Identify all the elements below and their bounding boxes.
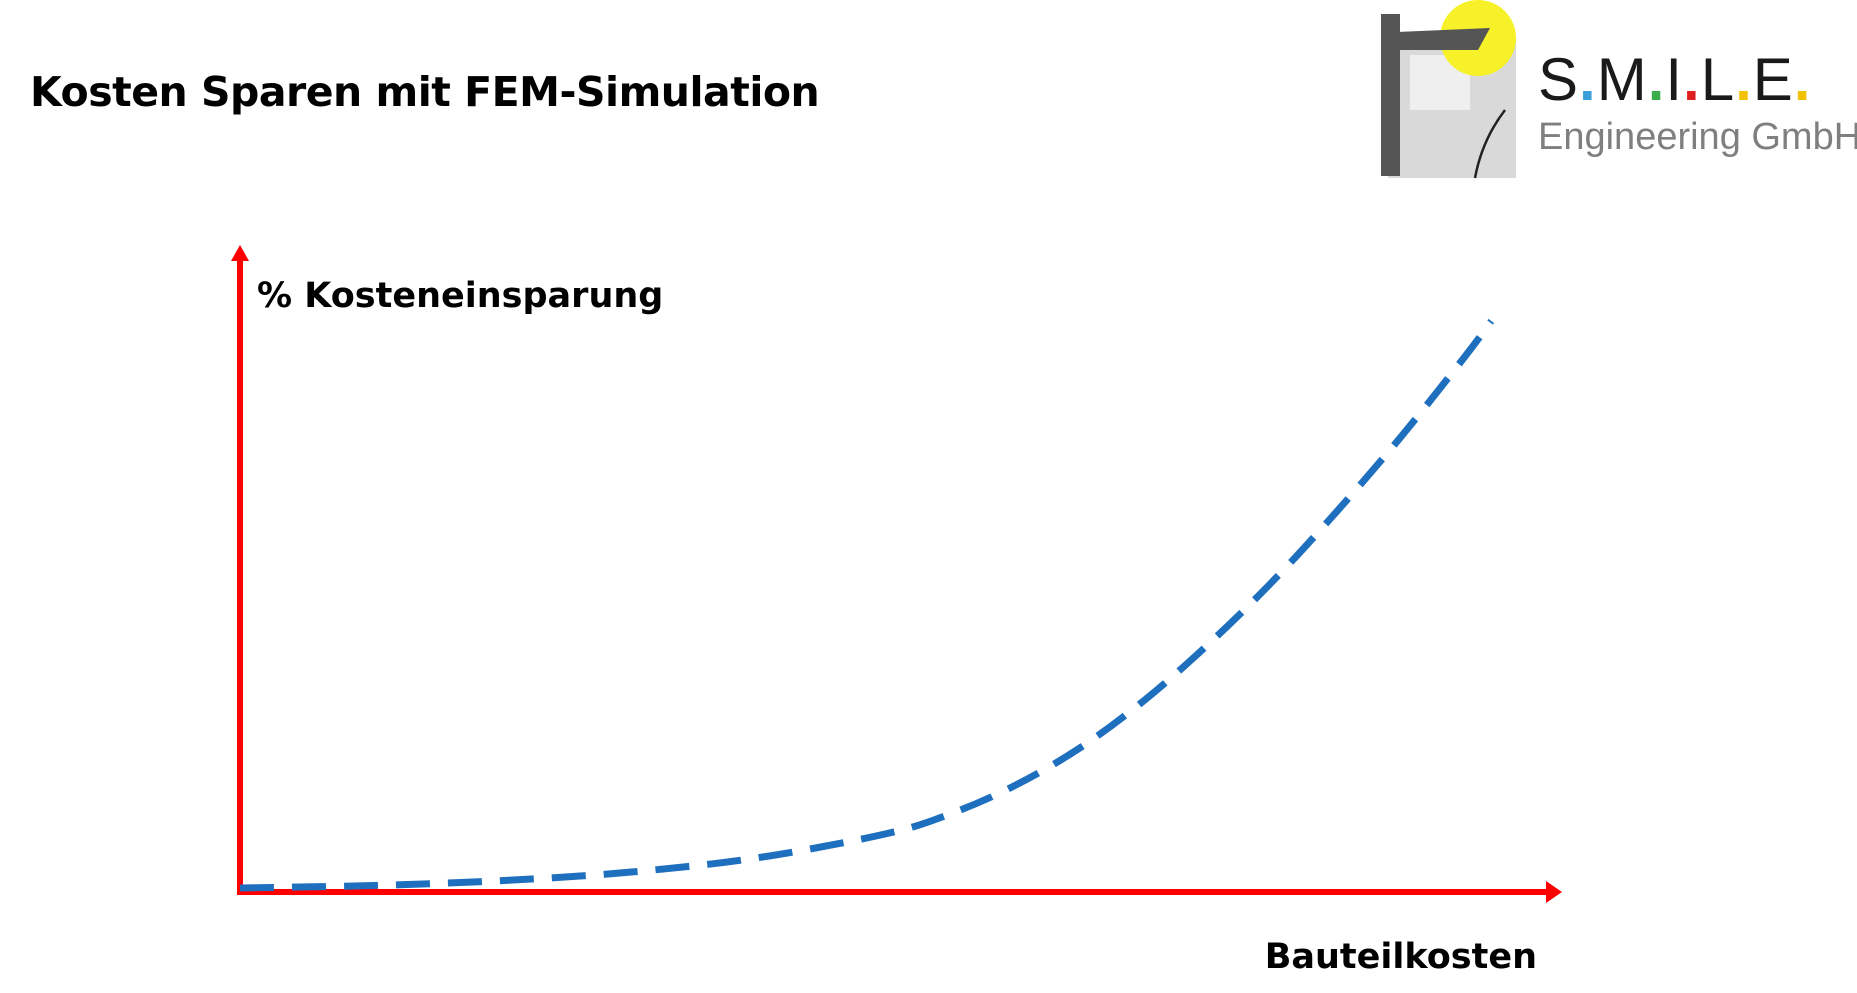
series-line-0 [239,318,1495,892]
axes-layer [231,245,1562,903]
logo-subtitle: Engineering GmbH [1538,116,1857,158]
logo-text: S.M.I.L.E. Engineering GmbH [1538,50,1857,158]
logo-swoosh [1473,109,1506,179]
logo-name: S.M.I.L.E. [1538,50,1857,110]
logo-vertical-bar [1381,14,1400,176]
logo-dot-1: . [1579,46,1597,113]
x-axis-arrowhead [1546,881,1562,903]
logo-graphic [1381,0,1516,179]
logo-dot-2: . [1647,46,1666,113]
y-axis-label: % Kosteneinsparung [257,276,663,316]
logo-letter-e: E [1752,46,1794,113]
logo-dot-5: . [1793,46,1812,113]
logo-letter-l: L [1700,46,1736,113]
series-layer [239,318,1495,892]
logo-letter-s: S [1538,46,1580,113]
logo-dot-3: . [1683,46,1701,113]
logo-letter-m: M [1596,46,1648,113]
page-title: Kosten Sparen mit FEM-Simulation [30,68,820,116]
logo-letter-i: I [1665,46,1684,113]
x-axis-label: Bauteilkosten [1265,937,1537,977]
logo-arm [1396,28,1490,50]
logo-dot-4: . [1735,46,1753,113]
smile-logo [1381,0,1516,179]
y-axis-arrowhead [231,245,249,261]
